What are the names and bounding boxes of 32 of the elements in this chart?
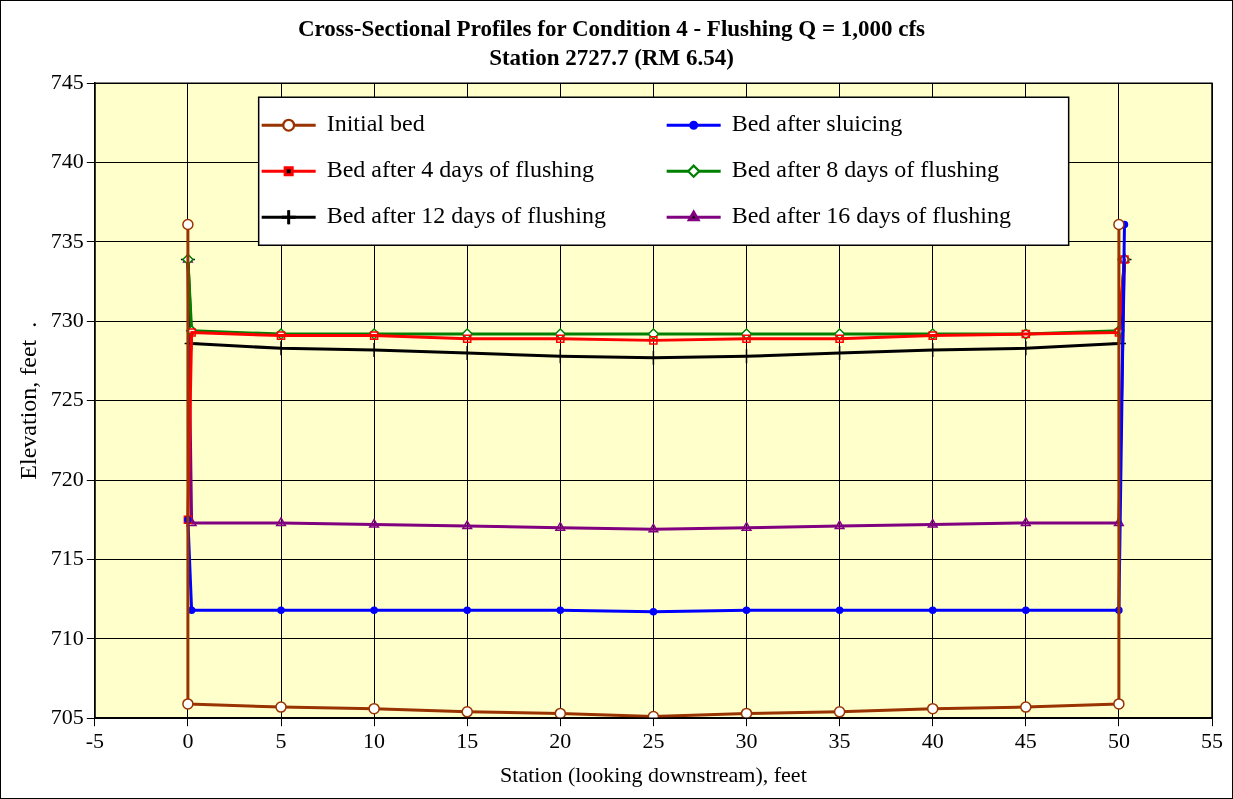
y-axis-title: Elevation, feet . bbox=[14, 321, 41, 480]
y-tick-label: 720 bbox=[50, 465, 84, 491]
legend-label: Bed after sluicing bbox=[731, 110, 903, 137]
x-tick-label: 15 bbox=[456, 728, 479, 754]
x-tick-label: 20 bbox=[549, 728, 572, 754]
legend-label: Bed after 12 days of flushing bbox=[326, 202, 606, 229]
legend-label: Bed after 8 days of flushing bbox=[731, 156, 999, 183]
legend-label: Bed after 4 days of flushing bbox=[326, 156, 594, 183]
x-tick-label: 25 bbox=[642, 728, 665, 754]
x-tick-label: 10 bbox=[363, 728, 386, 754]
y-tick-label: 715 bbox=[50, 545, 84, 571]
chart-subtitle: Station 2727.7 (RM 6.54) bbox=[489, 45, 734, 71]
x-tick-label: 55 bbox=[1201, 728, 1223, 754]
y-tick-label: 705 bbox=[50, 703, 84, 729]
y-tick-label: 710 bbox=[50, 624, 84, 650]
y-tick-label: 735 bbox=[50, 227, 84, 253]
y-tick-label: 725 bbox=[50, 386, 84, 412]
y-tick-label: 740 bbox=[50, 148, 84, 174]
x-tick-label: 50 bbox=[1107, 728, 1130, 754]
x-tick-label: 45 bbox=[1014, 728, 1037, 754]
x-tick-label: 30 bbox=[735, 728, 758, 754]
x-tick-label: 5 bbox=[275, 728, 287, 754]
y-tick-label: 730 bbox=[50, 307, 84, 333]
chart-title: Cross-Sectional Profiles for Condition 4 - Flushing Q = 1,000 cfs bbox=[297, 15, 926, 41]
x-tick-label: 35 bbox=[828, 728, 851, 754]
x-tick-label: 40 bbox=[921, 728, 944, 754]
legend-label: Initial bed bbox=[326, 110, 425, 137]
x-tick-label: 0 bbox=[182, 728, 194, 754]
x-axis-title: Station (looking downstream), feet bbox=[500, 761, 807, 787]
y-tick-label: 745 bbox=[50, 68, 84, 94]
legend-label: Bed after 16 days of flushing bbox=[731, 202, 1011, 229]
x-tick-label: -5 bbox=[85, 728, 104, 754]
